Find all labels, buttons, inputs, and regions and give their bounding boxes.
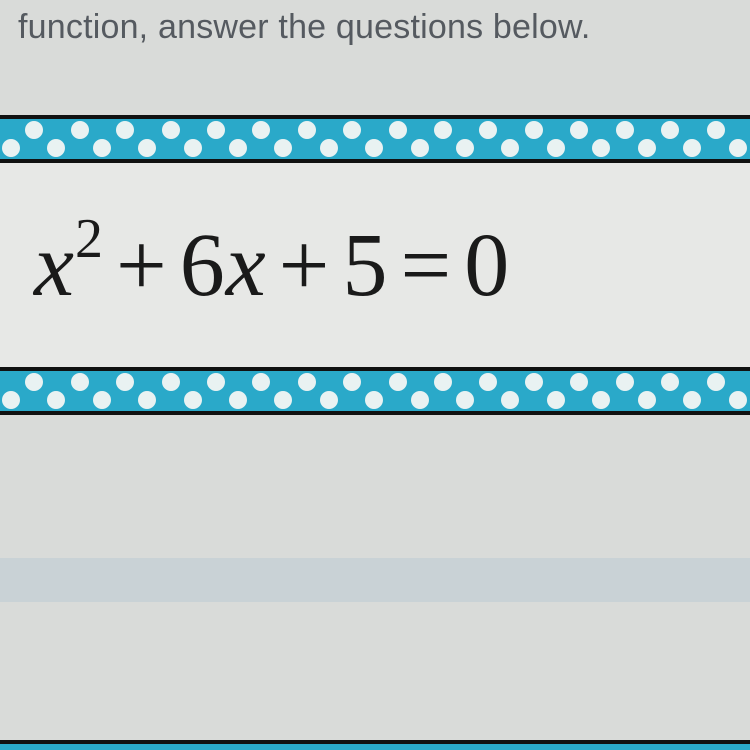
- light-strip: [0, 558, 750, 602]
- instruction-text: function, answer the questions below.: [0, 0, 750, 47]
- dot: [661, 373, 679, 391]
- dot: [71, 121, 89, 139]
- dot-row: [0, 121, 750, 139]
- dot: [707, 121, 725, 139]
- dot: [592, 139, 610, 157]
- dot: [116, 373, 134, 391]
- plus-operator: +: [279, 216, 331, 315]
- dot: [207, 121, 225, 139]
- dot: [729, 391, 747, 409]
- dot: [47, 391, 65, 409]
- dot: [2, 391, 20, 409]
- dot: [411, 391, 429, 409]
- dot: [456, 139, 474, 157]
- dot: [547, 139, 565, 157]
- dot: [298, 373, 316, 391]
- dot: [616, 373, 634, 391]
- plus-operator: +: [116, 216, 168, 315]
- equation-exponent: 2: [75, 208, 104, 270]
- dot-row: [2, 391, 750, 409]
- dot: [162, 373, 180, 391]
- dot: [434, 373, 452, 391]
- dot: [25, 373, 43, 391]
- dot: [411, 139, 429, 157]
- dot: [570, 121, 588, 139]
- dot: [525, 373, 543, 391]
- equation-panel: x2+6x+5=0: [0, 163, 750, 367]
- dot: [184, 139, 202, 157]
- dot: [320, 391, 338, 409]
- dot: [389, 373, 407, 391]
- dot: [93, 139, 111, 157]
- dot: [207, 373, 225, 391]
- decorative-border-top: [0, 115, 750, 163]
- dot: [479, 121, 497, 139]
- decorative-border-bottom: [0, 367, 750, 415]
- dot-row: [0, 373, 750, 391]
- dot: [138, 139, 156, 157]
- dot: [162, 121, 180, 139]
- equation-constant: 5: [342, 216, 388, 315]
- dot: [501, 391, 519, 409]
- dot: [25, 121, 43, 139]
- dot: [252, 121, 270, 139]
- dot: [343, 121, 361, 139]
- equation-coefficient: 6: [180, 216, 226, 315]
- dot: [501, 139, 519, 157]
- dot: [570, 373, 588, 391]
- dot: [184, 391, 202, 409]
- dot: [638, 391, 656, 409]
- dot: [343, 373, 361, 391]
- dot: [320, 139, 338, 157]
- dot: [138, 391, 156, 409]
- dot: [47, 139, 65, 157]
- dot: [274, 391, 292, 409]
- dot: [661, 121, 679, 139]
- dot: [479, 373, 497, 391]
- dot: [683, 139, 701, 157]
- dot: [365, 391, 383, 409]
- dot: [298, 121, 316, 139]
- dot: [638, 139, 656, 157]
- dot: [683, 391, 701, 409]
- dot: [365, 139, 383, 157]
- equation-variable: x: [34, 216, 75, 315]
- dot-row: [2, 139, 750, 157]
- quadratic-equation: x2+6x+5=0: [34, 207, 750, 317]
- dot: [2, 139, 20, 157]
- dot: [274, 139, 292, 157]
- dot: [71, 373, 89, 391]
- dot: [389, 121, 407, 139]
- decorative-border-faint: [0, 740, 750, 750]
- equals-operator: =: [400, 216, 452, 315]
- dot: [525, 121, 543, 139]
- dot: [229, 139, 247, 157]
- dot: [547, 391, 565, 409]
- dot: [93, 391, 111, 409]
- dot: [434, 121, 452, 139]
- dot: [116, 121, 134, 139]
- dot: [592, 391, 610, 409]
- dot: [252, 373, 270, 391]
- dot: [456, 391, 474, 409]
- dot: [707, 373, 725, 391]
- dot: [229, 391, 247, 409]
- dot: [729, 139, 747, 157]
- equation-rhs: 0: [464, 216, 510, 315]
- dot: [616, 121, 634, 139]
- equation-variable: x: [226, 216, 267, 315]
